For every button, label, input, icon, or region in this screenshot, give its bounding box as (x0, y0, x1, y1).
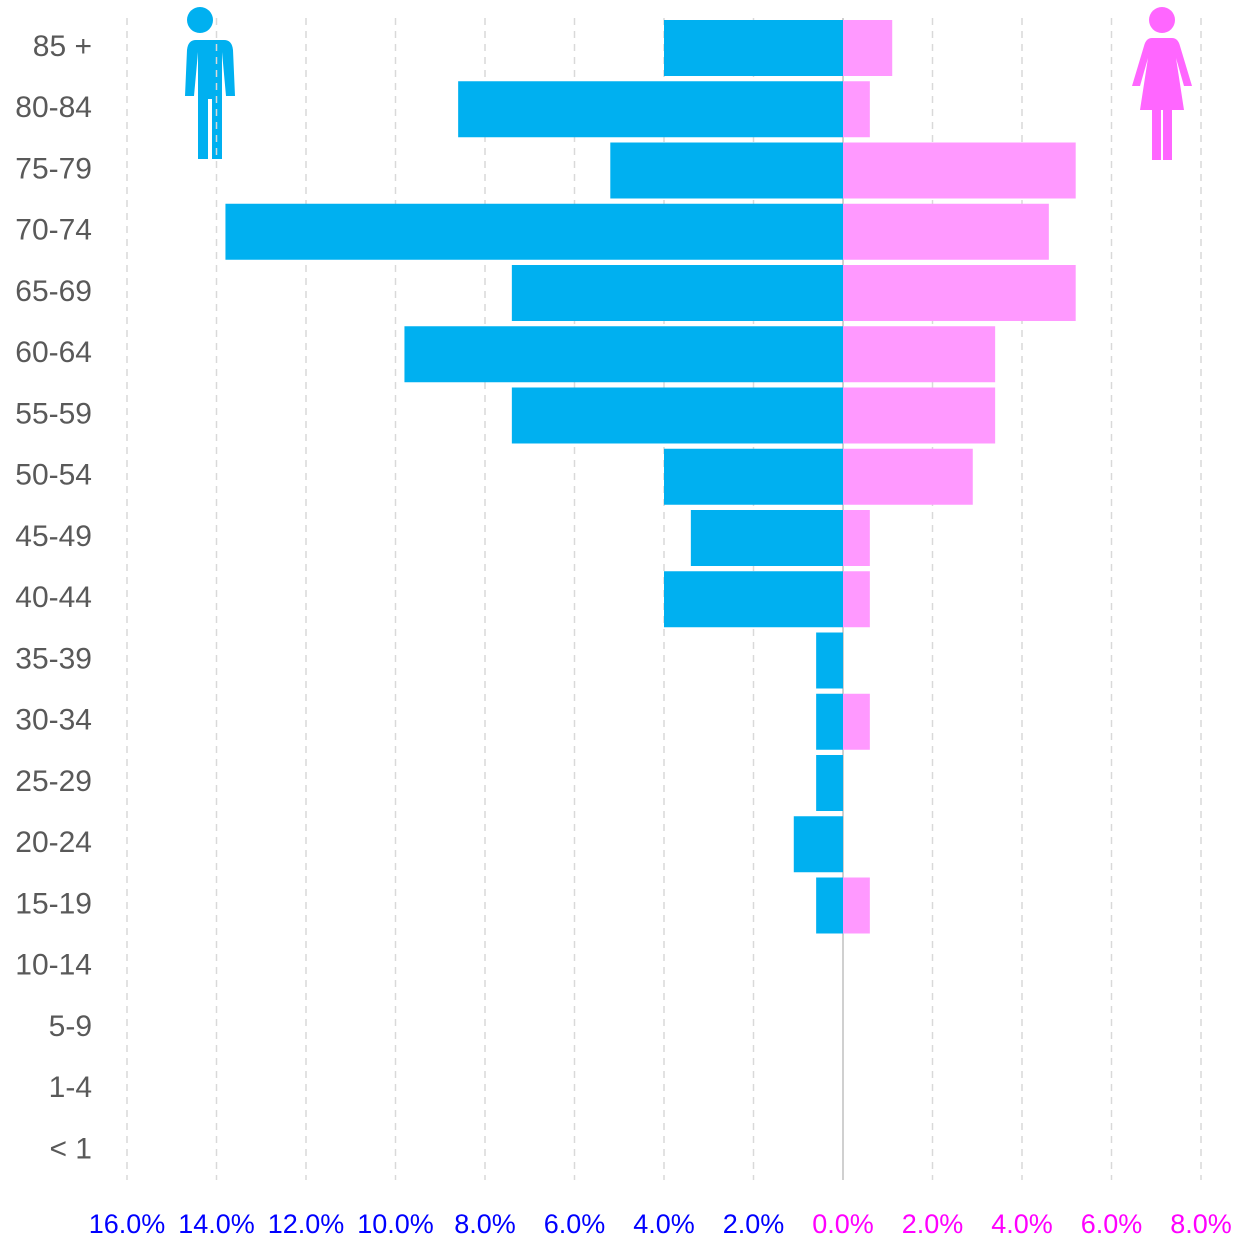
bar (690, 510, 843, 566)
y-tick-label: 35-39 (15, 642, 92, 675)
y-tick-label: 80-84 (15, 91, 92, 124)
y-tick-label: 85 + (33, 30, 92, 63)
bar (843, 265, 1076, 321)
x-tick-label: 10.0% (357, 1209, 434, 1239)
bar (843, 448, 973, 505)
bar (793, 816, 843, 873)
y-tick-label: 10-14 (15, 949, 92, 982)
x-tick-label: 2.0% (902, 1209, 964, 1239)
x-tick-label: 8.0% (454, 1209, 516, 1239)
bar (843, 693, 870, 750)
bar (843, 510, 870, 566)
bar (816, 755, 843, 811)
y-tick-label: 65-69 (15, 275, 92, 308)
bar (458, 81, 843, 138)
x-tick-label: 8.0% (1170, 1209, 1232, 1239)
bar (816, 693, 843, 750)
y-tick-label: 5-9 (49, 1010, 92, 1043)
bar (843, 142, 1076, 199)
y-tick-label: 75-79 (15, 152, 92, 185)
y-tick-label: 30-34 (15, 704, 92, 737)
bar (511, 387, 843, 444)
bar (404, 326, 843, 383)
female-icon (1132, 7, 1192, 160)
y-tick-label: < 1 (49, 1132, 92, 1165)
bar (843, 20, 893, 76)
y-tick-label: 15-19 (15, 887, 92, 920)
y-tick-label: 70-74 (15, 214, 92, 247)
y-tick-label: 55-59 (15, 397, 92, 430)
y-tick-label: 45-49 (15, 520, 92, 553)
bar (225, 203, 843, 260)
bar (843, 81, 870, 138)
bar (511, 265, 843, 321)
bar (664, 448, 843, 505)
bar (816, 877, 843, 934)
bar (843, 571, 870, 628)
bar (816, 632, 843, 689)
bar (664, 20, 843, 76)
bar (843, 877, 870, 934)
male-icon (176, 7, 235, 159)
y-tick-label: 1-4 (49, 1071, 92, 1104)
y-tick-label: 50-54 (15, 459, 92, 492)
x-tick-label: 6.0% (544, 1209, 606, 1239)
y-tick-label: 20-24 (15, 826, 92, 859)
x-tick-label: 4.0% (991, 1209, 1053, 1239)
x-tick-label: 12.0% (268, 1209, 345, 1239)
bar (664, 571, 843, 628)
x-tick-label: 0.0% (812, 1209, 874, 1239)
bar (610, 142, 843, 199)
x-tick-label: 6.0% (1081, 1209, 1143, 1239)
x-tick-label: 16.0% (89, 1209, 166, 1239)
x-tick-label: 14.0% (178, 1209, 255, 1239)
y-tick-label: 40-44 (15, 581, 92, 614)
bar (843, 326, 996, 383)
y-tick-label: 60-64 (15, 336, 92, 369)
y-tick-label: 25-29 (15, 765, 92, 798)
x-tick-label: 4.0% (633, 1209, 695, 1239)
bar (843, 387, 996, 444)
bar (843, 203, 1049, 260)
x-tick-label: 2.0% (723, 1209, 785, 1239)
